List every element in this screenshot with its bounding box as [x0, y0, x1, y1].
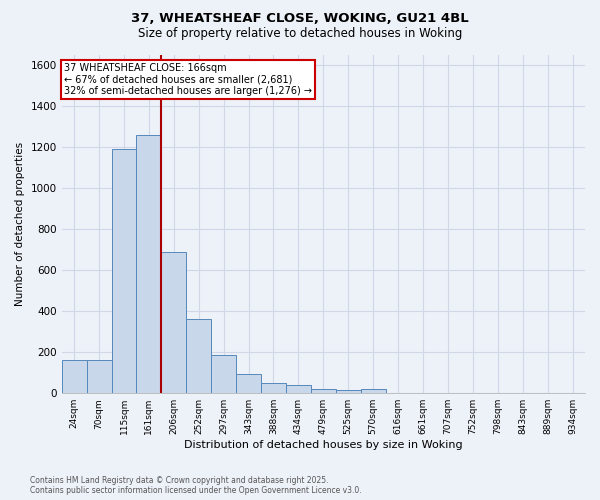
Bar: [236, 374, 261, 393]
Bar: [336, 390, 361, 393]
Text: Contains HM Land Registry data © Crown copyright and database right 2025.
Contai: Contains HM Land Registry data © Crown c…: [30, 476, 362, 495]
Bar: [186, 320, 211, 393]
Bar: [161, 252, 186, 393]
Text: 37, WHEATSHEAF CLOSE, WOKING, GU21 4BL: 37, WHEATSHEAF CLOSE, WOKING, GU21 4BL: [131, 12, 469, 26]
Bar: [112, 150, 136, 393]
Text: Size of property relative to detached houses in Woking: Size of property relative to detached ho…: [138, 28, 462, 40]
Bar: [136, 135, 161, 393]
Y-axis label: Number of detached properties: Number of detached properties: [15, 142, 25, 306]
Text: 37 WHEATSHEAF CLOSE: 166sqm
← 67% of detached houses are smaller (2,681)
32% of : 37 WHEATSHEAF CLOSE: 166sqm ← 67% of det…: [64, 63, 312, 96]
Bar: [211, 356, 236, 393]
Bar: [361, 389, 386, 393]
Bar: [62, 360, 86, 393]
Bar: [286, 385, 311, 393]
Bar: [86, 360, 112, 393]
Bar: [261, 383, 286, 393]
X-axis label: Distribution of detached houses by size in Woking: Distribution of detached houses by size …: [184, 440, 463, 450]
Bar: [311, 389, 336, 393]
